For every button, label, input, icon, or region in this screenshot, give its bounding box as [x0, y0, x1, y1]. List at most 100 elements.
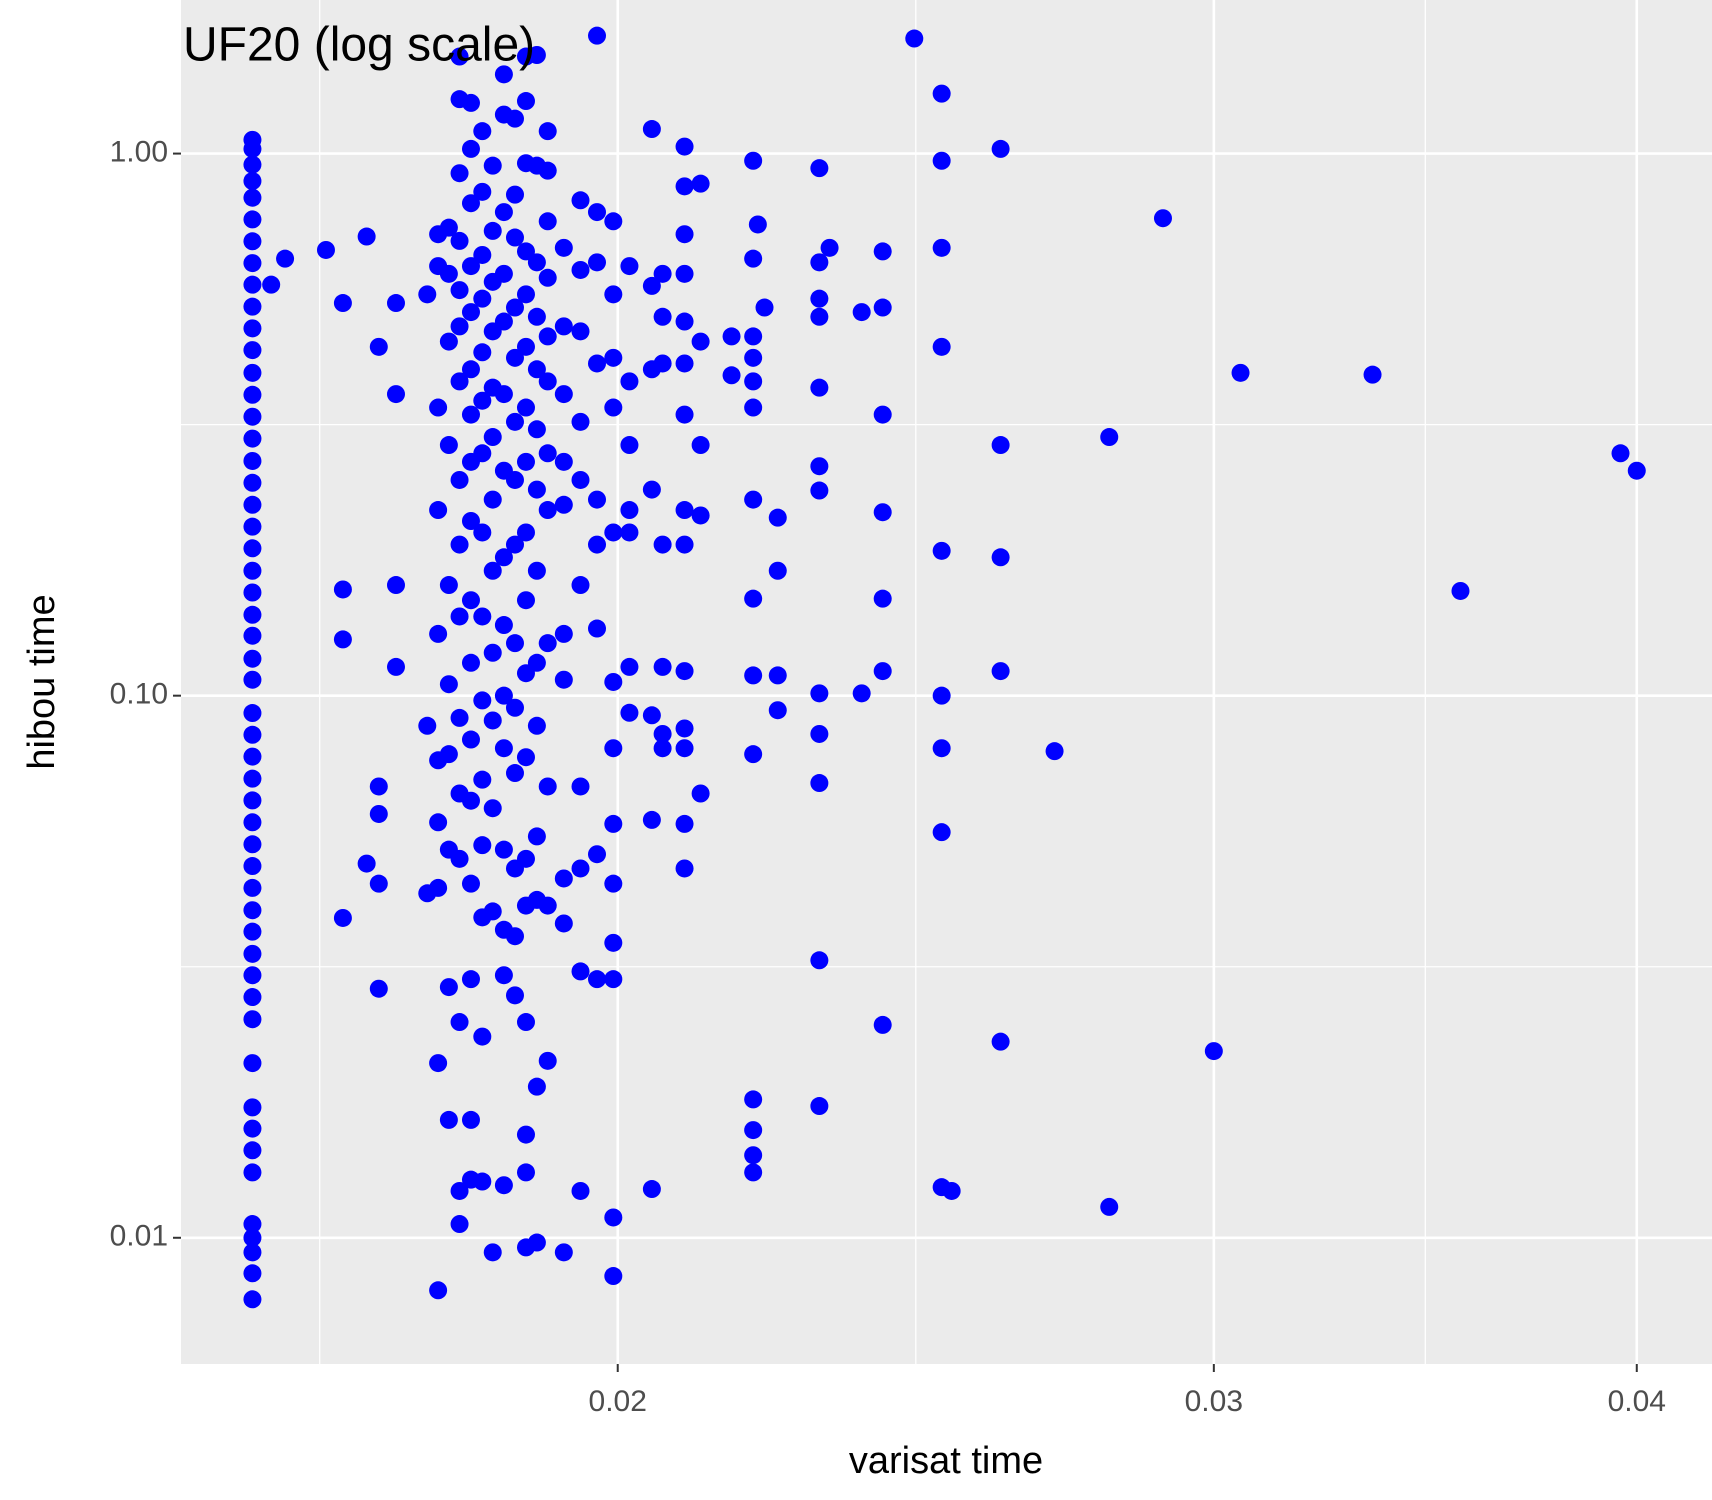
point — [642, 276, 661, 295]
point — [243, 791, 262, 810]
point — [243, 1215, 262, 1234]
point — [538, 212, 557, 231]
point — [1045, 742, 1064, 761]
point — [494, 312, 513, 331]
point — [450, 470, 469, 489]
point — [357, 227, 376, 246]
x-tick-label: 0.02 — [589, 1385, 647, 1418]
point — [810, 1097, 829, 1116]
point — [744, 1163, 763, 1182]
point — [554, 869, 573, 888]
point — [473, 444, 492, 463]
point — [744, 1121, 763, 1140]
point — [505, 986, 524, 1005]
point — [554, 670, 573, 689]
point — [450, 1215, 469, 1234]
point — [483, 711, 502, 730]
point — [932, 541, 951, 560]
point — [873, 1015, 892, 1034]
point — [722, 327, 741, 346]
point — [873, 298, 892, 317]
point — [691, 506, 710, 525]
point — [516, 92, 535, 111]
point — [571, 777, 590, 796]
point — [483, 221, 502, 240]
point — [620, 501, 639, 520]
point — [604, 1208, 623, 1227]
point — [588, 26, 607, 45]
point — [642, 120, 661, 139]
point — [473, 122, 492, 141]
point — [653, 724, 672, 743]
point — [483, 156, 502, 175]
point — [461, 303, 480, 322]
point — [429, 398, 448, 417]
point — [461, 139, 480, 158]
point — [516, 398, 535, 417]
point — [554, 495, 573, 514]
point — [516, 242, 535, 261]
point — [604, 1267, 623, 1286]
point — [932, 823, 951, 842]
point — [473, 523, 492, 542]
point — [439, 576, 458, 595]
point — [505, 470, 524, 489]
point — [554, 624, 573, 643]
point — [243, 605, 262, 624]
point — [604, 739, 623, 758]
point — [243, 704, 262, 723]
point — [810, 159, 829, 178]
point — [516, 1013, 535, 1032]
point — [991, 548, 1010, 567]
point — [675, 405, 694, 424]
point — [450, 1181, 469, 1200]
point — [483, 561, 502, 580]
point — [571, 412, 590, 431]
point — [243, 517, 262, 536]
point — [1100, 1197, 1119, 1216]
point — [571, 576, 590, 595]
point — [604, 874, 623, 893]
point — [461, 1110, 480, 1129]
point — [810, 253, 829, 272]
point — [243, 1290, 262, 1309]
point — [1363, 365, 1382, 384]
point — [675, 719, 694, 738]
panel — [181, 0, 1712, 1364]
point — [538, 777, 557, 796]
point — [675, 137, 694, 156]
point — [852, 303, 871, 322]
point — [810, 684, 829, 703]
point — [768, 701, 787, 720]
point — [473, 607, 492, 626]
point — [276, 249, 295, 268]
point — [852, 684, 871, 703]
point — [494, 616, 513, 635]
point — [516, 591, 535, 610]
point — [243, 297, 262, 316]
point — [483, 1243, 502, 1262]
point — [527, 1077, 546, 1096]
y-tick-label: 0.10 — [110, 678, 168, 711]
point — [429, 1054, 448, 1073]
point — [942, 1181, 961, 1200]
point — [243, 363, 262, 382]
point — [810, 378, 829, 397]
chart-title: UF20 (log scale) — [183, 19, 535, 72]
point — [461, 194, 480, 213]
point — [932, 686, 951, 705]
point — [527, 480, 546, 499]
point — [243, 901, 262, 920]
point — [473, 836, 492, 855]
point — [450, 372, 469, 391]
point — [932, 337, 951, 356]
point — [243, 583, 262, 602]
point — [429, 813, 448, 832]
point — [538, 372, 557, 391]
point — [571, 962, 590, 981]
point — [571, 260, 590, 279]
point — [369, 874, 388, 893]
point — [439, 264, 458, 283]
point — [461, 730, 480, 749]
